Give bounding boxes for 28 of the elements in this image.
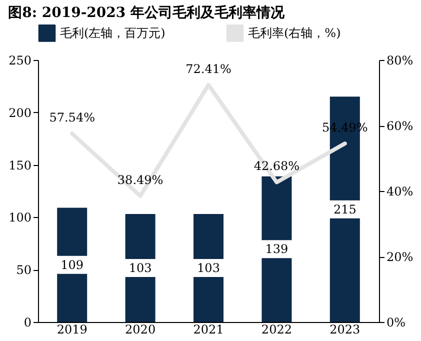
y2-tick-label: 20% [386,250,414,264]
y-tick-label: 150 [8,158,32,172]
data-label: 38.49% [117,172,164,187]
x-tick-label: 2021 [193,322,224,336]
legend-label: 毛利(左轴，百万元) [60,26,166,40]
y-tick-label: 200 [8,106,32,120]
data-label: 215 [333,202,356,216]
y-tick-label: 100 [8,210,32,225]
y2-tick-label: 60% [386,119,414,133]
legend-label: 毛利率(右轴，%) [248,26,341,40]
x-tick-label: 2022 [261,322,292,336]
x-tick-label: 2019 [56,322,88,336]
y-tick-label: 0 [24,316,32,330]
x-tick-label: 2020 [125,322,156,336]
data-label: 139 [265,242,288,256]
y-tick-label: 50 [16,263,32,278]
y2-tick-label: 80% [386,54,414,68]
y2-tick-label: 0% [386,316,406,330]
data-label: 57.54% [49,110,95,125]
data-label: 109 [60,258,84,272]
data-label: 42.68% [254,159,300,174]
chart-title: 图8: 2019-2023 年公司毛利及毛利率情况 [8,4,286,21]
y-tick-label: 250 [8,54,32,68]
y2-tick-label: 40% [386,184,414,198]
x-tick-label: 2023 [330,322,360,336]
data-label: 103 [197,261,220,276]
data-label: 103 [128,261,152,276]
data-label: 72.41% [186,62,232,76]
